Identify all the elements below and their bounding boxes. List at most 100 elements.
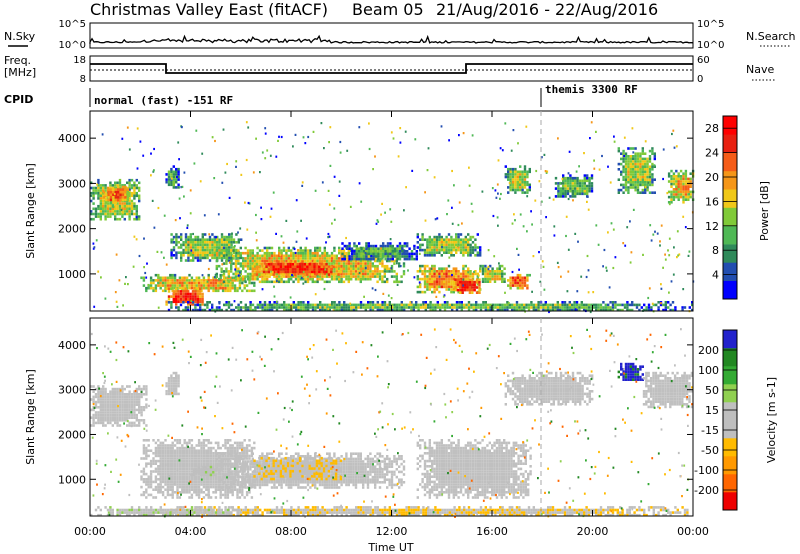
- heatmap-cell: [140, 395, 143, 399]
- heatmap-cell: [386, 303, 389, 307]
- heatmap-cell: [201, 152, 204, 155]
- heatmap-cell: [330, 303, 333, 306]
- heatmap-cell: [149, 276, 153, 280]
- heatmap-cell: [509, 183, 512, 187]
- heatmap-cell: [689, 172, 692, 175]
- heatmap-cell: [261, 254, 264, 258]
- heatmap-cell: [459, 272, 463, 276]
- heatmap-cell: [164, 281, 167, 285]
- heatmap-cell: [297, 257, 300, 260]
- heatmap-cell: [171, 444, 174, 447]
- heatmap-cell: [243, 284, 246, 287]
- heatmap-cell: [202, 286, 206, 290]
- heatmap-cell: [93, 246, 96, 249]
- heatmap-cell: [183, 465, 186, 468]
- heatmap-cell: [452, 277, 455, 281]
- heatmap-cell: [525, 306, 528, 309]
- heatmap-cell: [406, 242, 409, 245]
- heatmap-cell: [511, 276, 515, 280]
- heatmap-cell: [249, 259, 252, 263]
- heatmap-cell: [287, 246, 290, 250]
- heatmap-cell: [447, 241, 451, 244]
- heatmap-cell: [282, 262, 285, 266]
- heatmap-cell: [181, 281, 184, 285]
- heatmap-cell: [644, 188, 647, 192]
- heatmap-cell: [254, 306, 257, 309]
- heatmap-cell: [684, 180, 688, 183]
- ytick-label: 1000: [58, 268, 86, 281]
- heatmap-cell: [474, 246, 477, 249]
- heatmap-cell: [167, 183, 171, 187]
- heatmap-cell: [190, 459, 194, 463]
- heatmap-cell: [459, 286, 462, 289]
- heatmap-cell: [117, 185, 120, 189]
- heatmap-cell: [669, 308, 672, 312]
- heatmap-cell: [407, 306, 411, 309]
- heatmap-cell: [332, 265, 335, 269]
- heatmap-cell: [426, 251, 429, 254]
- heatmap-cell: [228, 248, 231, 252]
- heatmap-cell: [399, 141, 402, 144]
- heatmap-cell: [339, 268, 343, 271]
- heatmap-cell: [199, 295, 202, 298]
- heatmap-cell: [185, 491, 189, 494]
- heatmap-cell: [391, 252, 394, 256]
- heatmap-cell: [166, 491, 170, 494]
- heatmap-cell: [574, 232, 577, 235]
- heatmap-cell: [340, 306, 343, 309]
- heatmap-cell: [423, 283, 427, 286]
- heatmap-cell: [285, 272, 288, 276]
- heatmap-cell: [239, 272, 242, 276]
- heatmap-cell: [190, 475, 194, 478]
- heatmap-cell: [159, 454, 162, 458]
- heatmap-cell: [185, 488, 189, 491]
- heatmap-cell: [173, 281, 177, 285]
- heatmap-cell: [184, 251, 188, 254]
- heatmap-cell: [643, 308, 646, 312]
- heatmap-cell: [507, 178, 510, 181]
- heatmap-cell: [176, 441, 179, 445]
- heatmap-cell: [216, 251, 219, 254]
- heatmap-cell: [445, 246, 448, 249]
- heatmap-cell: [369, 306, 372, 309]
- heatmap-cell: [152, 470, 155, 473]
- heatmap-cell: [211, 303, 214, 307]
- heatmap-cell: [130, 403, 134, 406]
- heatmap-cell: [365, 250, 368, 253]
- heatmap-cell: [191, 290, 195, 293]
- heatmap-cell: [176, 459, 179, 463]
- heatmap-cell: [104, 390, 107, 393]
- heatmap-cell: [187, 238, 190, 241]
- heatmap-cell: [170, 238, 173, 241]
- heatmap-cell: [271, 303, 274, 307]
- heatmap-cell: [675, 145, 678, 148]
- heatmap-cell: [338, 275, 341, 278]
- heatmap-cell: [414, 138, 417, 141]
- heatmap-cell: [320, 262, 323, 266]
- freq-unit: [MHz]: [4, 66, 36, 79]
- heatmap-cell: [218, 251, 221, 254]
- heatmap-cell: [476, 272, 479, 276]
- heatmap-cell: [102, 194, 105, 198]
- heatmap-cell: [418, 252, 421, 255]
- heatmap-cell: [562, 192, 565, 196]
- heatmap-cell: [130, 210, 134, 213]
- heatmap-cell: [493, 255, 496, 258]
- heatmap-cell: [514, 219, 516, 222]
- heatmap-cell: [178, 276, 182, 280]
- heatmap-cell: [118, 395, 122, 399]
- heatmap-cell: [123, 395, 126, 399]
- heatmap-cell: [190, 454, 194, 458]
- heatmap-cell: [364, 262, 367, 265]
- heatmap-cell: [447, 277, 451, 281]
- heatmap-cell: [130, 395, 134, 399]
- heatmap-cell: [561, 303, 564, 307]
- heatmap-cell: [323, 259, 326, 263]
- heatmap-cell: [383, 272, 386, 276]
- heatmap-cell: [679, 182, 683, 186]
- heatmap-cell: [427, 147, 430, 150]
- heatmap-cell: [636, 188, 640, 192]
- heatmap-cell: [97, 400, 100, 404]
- heatmap-cell: [290, 249, 293, 252]
